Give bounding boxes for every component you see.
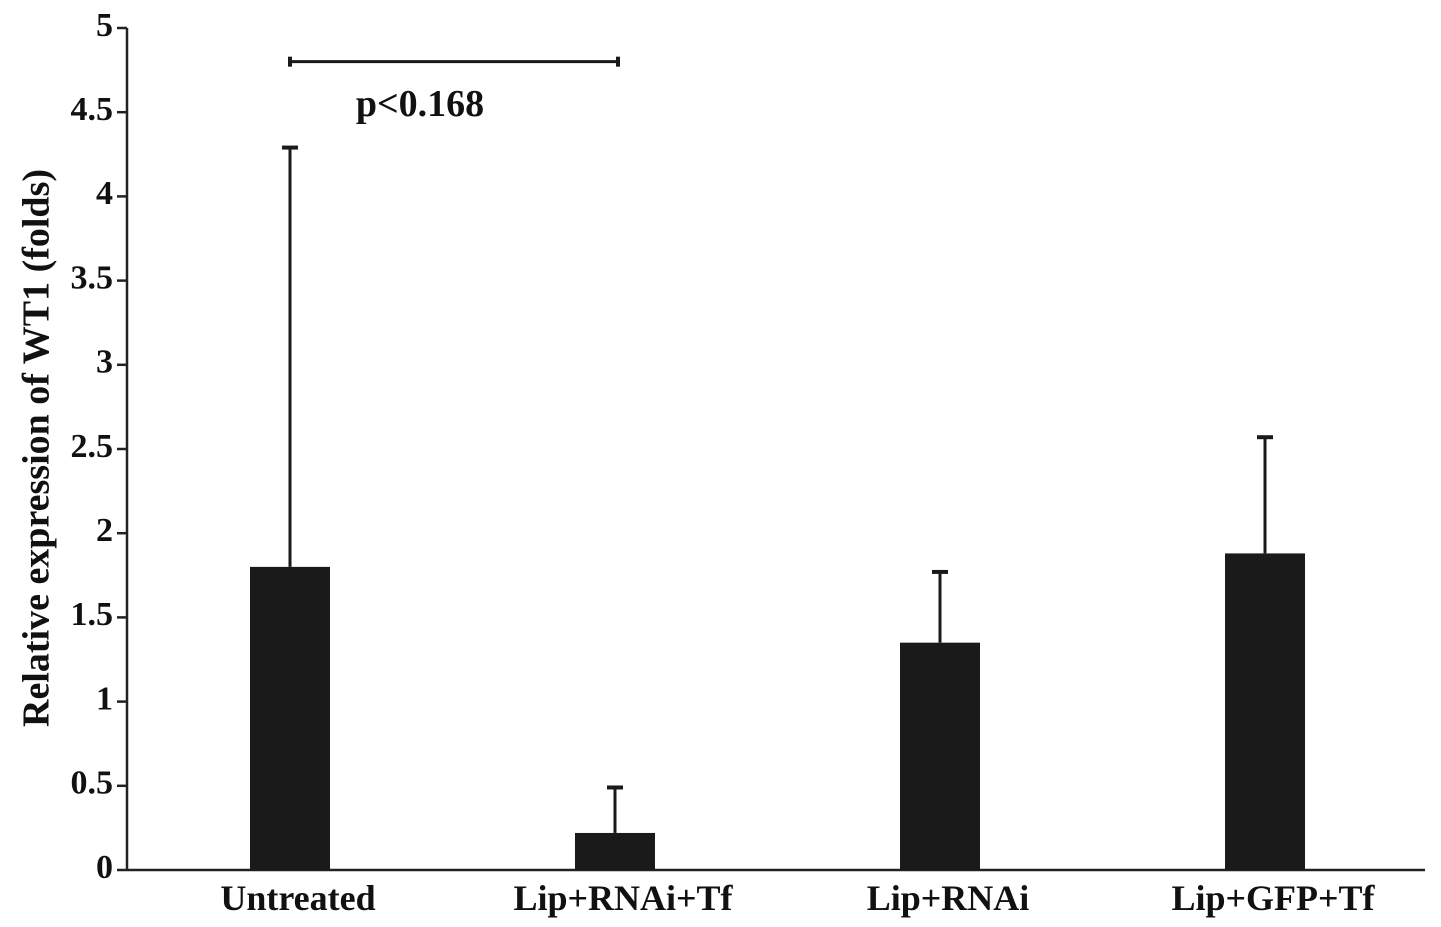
y-tick-label: 1	[96, 680, 113, 717]
significance-label: p<0.168	[356, 83, 484, 125]
x-tick-label: Untreated	[220, 878, 375, 918]
y-tick-label: 4.5	[71, 91, 114, 128]
y-tick-label: 0.5	[71, 765, 114, 802]
plot-area: 0 0.5 1 1.5 2 2.5 3 3.5 4 4.5 5 Untreated Lip+RNAi+T…	[71, 7, 1425, 918]
y-tick-label: 3	[96, 344, 113, 381]
y-tick-label: 5	[96, 7, 113, 44]
x-tick-label: Lip+RNAi	[867, 878, 1030, 918]
y-tick-label: 1.5	[71, 596, 114, 633]
y-tick-label: 0	[96, 849, 113, 886]
x-tick-label: Lip+GFP+Tf	[1171, 878, 1375, 918]
y-axis-title: Relative expression of WT1 (folds)	[16, 169, 58, 727]
y-tick-label: 2.5	[71, 428, 114, 465]
y-tick-label: 2	[96, 512, 113, 549]
y-tick-label: 3.5	[71, 259, 114, 296]
y-tick-label: 4	[96, 175, 113, 212]
bar	[900, 642, 980, 870]
x-tick-label: Lip+RNAi+Tf	[513, 878, 733, 918]
bar	[575, 832, 655, 870]
bar	[250, 566, 330, 870]
bar	[1225, 553, 1305, 870]
